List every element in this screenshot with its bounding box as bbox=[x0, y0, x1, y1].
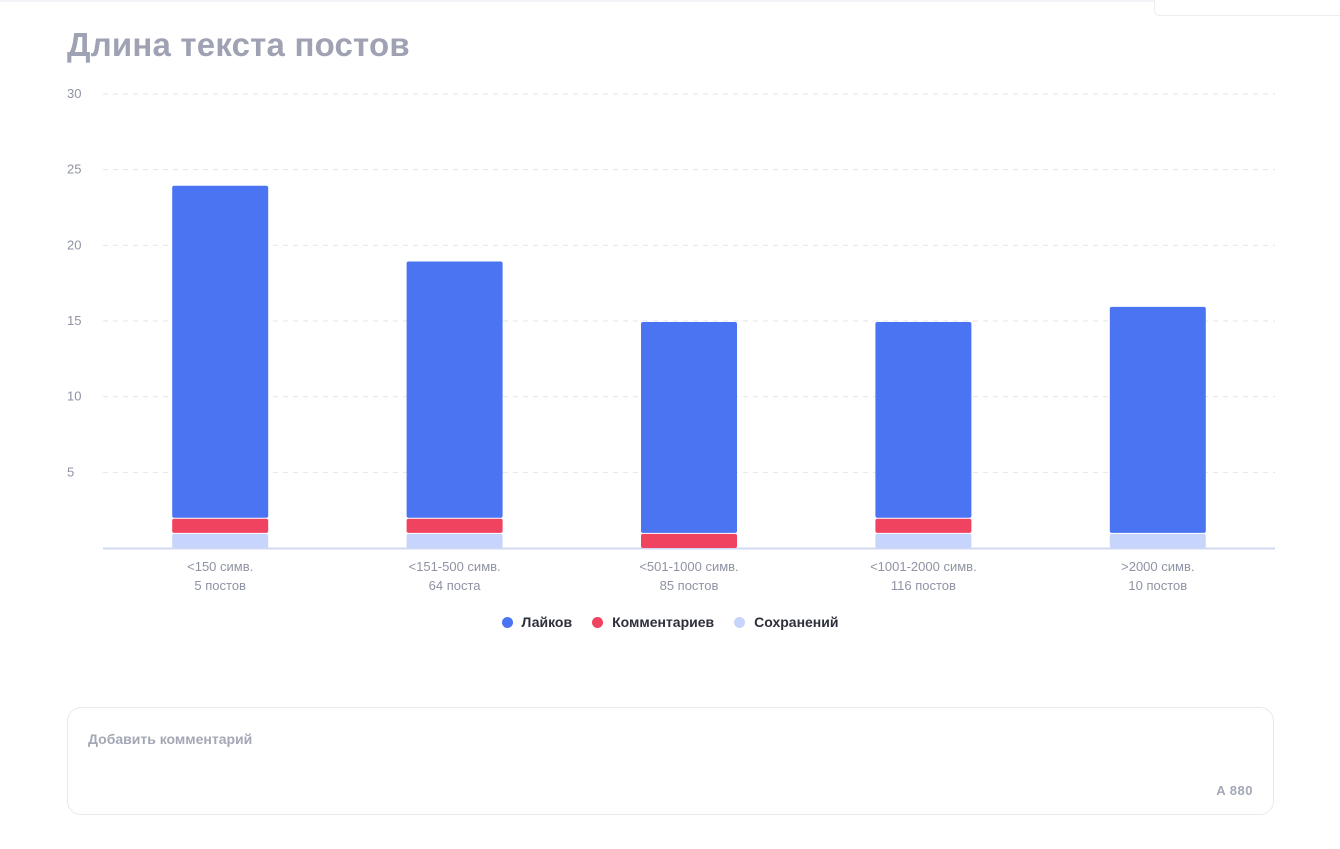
x-tick-sublabel: 116 постов bbox=[891, 578, 956, 593]
legend-item-saves[interactable]: Сохранений bbox=[734, 614, 838, 630]
bar-segment-likes bbox=[875, 322, 972, 518]
text-size-icon: A bbox=[1216, 783, 1226, 798]
char-counter: A 880 bbox=[1216, 783, 1253, 798]
stacked-bar-chart: 5 10 15 20 25 30 <150 симв. 5 постов <151-500 си… bbox=[67, 86, 1275, 593]
bar-segment-comments bbox=[641, 533, 737, 548]
bar-segment-saves bbox=[875, 533, 972, 548]
legend-item-comments[interactable]: Комментариев bbox=[592, 614, 714, 630]
bar-segment-likes bbox=[172, 185, 269, 518]
comment-box[interactable]: A 880 bbox=[67, 707, 1274, 815]
y-tick-label: 15 bbox=[67, 313, 81, 328]
bar-segment-likes bbox=[1109, 306, 1206, 533]
legend-label-comments: Комментариев bbox=[612, 614, 715, 630]
x-tick-label: <150 симв. bbox=[187, 559, 253, 574]
page-title: Длина текста постов bbox=[67, 26, 410, 63]
y-tick-label: 20 bbox=[67, 237, 81, 252]
x-tick-label: <1001-2000 симв. bbox=[870, 559, 977, 574]
legend-label-likes: Лайков bbox=[521, 614, 573, 630]
chart-legend: Лайков Комментариев Сохранений bbox=[0, 614, 1340, 630]
x-tick-label: <501-1000 симв. bbox=[639, 559, 738, 574]
x-tick-sublabel: 5 постов bbox=[194, 578, 246, 593]
x-tick-label: >2000 симв. bbox=[1121, 559, 1194, 574]
char-counter-value: 880 bbox=[1229, 783, 1253, 798]
x-tick-sublabel: 10 постов bbox=[1128, 578, 1187, 593]
comment-input[interactable] bbox=[88, 724, 1188, 754]
x-tick-sublabel: 85 постов bbox=[660, 578, 719, 593]
y-tick-label: 10 bbox=[67, 389, 81, 404]
x-tick-label: <151-500 симв. bbox=[409, 559, 501, 574]
bar-segment-likes bbox=[406, 261, 503, 518]
bar-segment-comments bbox=[406, 518, 503, 533]
legend-dot-likes bbox=[501, 616, 513, 628]
y-tick-label: 5 bbox=[67, 464, 74, 479]
bar-segment-saves bbox=[172, 533, 269, 548]
bar-segment-saves bbox=[1109, 533, 1206, 548]
bar-segment-saves bbox=[406, 533, 503, 548]
y-tick-label: 25 bbox=[67, 162, 81, 177]
bar-segment-comments bbox=[875, 518, 972, 533]
corner-toolbar bbox=[1154, 0, 1340, 16]
legend-item-likes[interactable]: Лайков bbox=[501, 614, 573, 630]
x-tick-sublabel: 64 поста bbox=[429, 578, 482, 593]
top-border bbox=[0, 0, 1340, 2]
y-tick-label: 30 bbox=[67, 86, 81, 101]
legend-dot-comments bbox=[592, 616, 604, 628]
legend-dot-saves bbox=[734, 616, 746, 628]
bar-segment-comments bbox=[172, 518, 269, 533]
bar-segment-likes bbox=[641, 322, 737, 533]
legend-label-saves: Сохранений bbox=[754, 614, 839, 630]
